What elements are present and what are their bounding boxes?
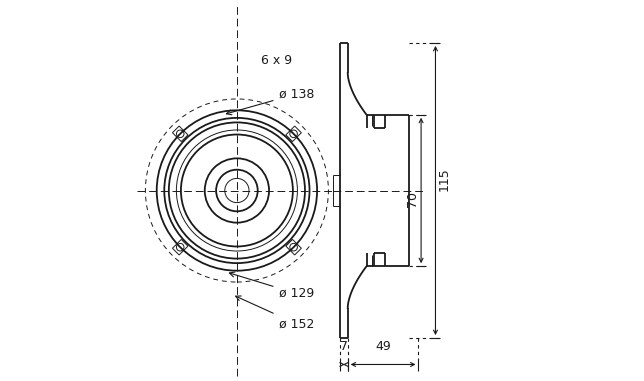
Text: 6 x 9: 6 x 9 — [261, 53, 292, 67]
Text: 115: 115 — [438, 167, 451, 190]
Text: 70: 70 — [406, 190, 419, 207]
Text: ø 152: ø 152 — [236, 296, 314, 330]
Text: ø 138: ø 138 — [227, 88, 314, 115]
Text: ø 129: ø 129 — [229, 272, 314, 300]
Text: 7: 7 — [340, 340, 348, 353]
Text: 49: 49 — [375, 340, 391, 353]
